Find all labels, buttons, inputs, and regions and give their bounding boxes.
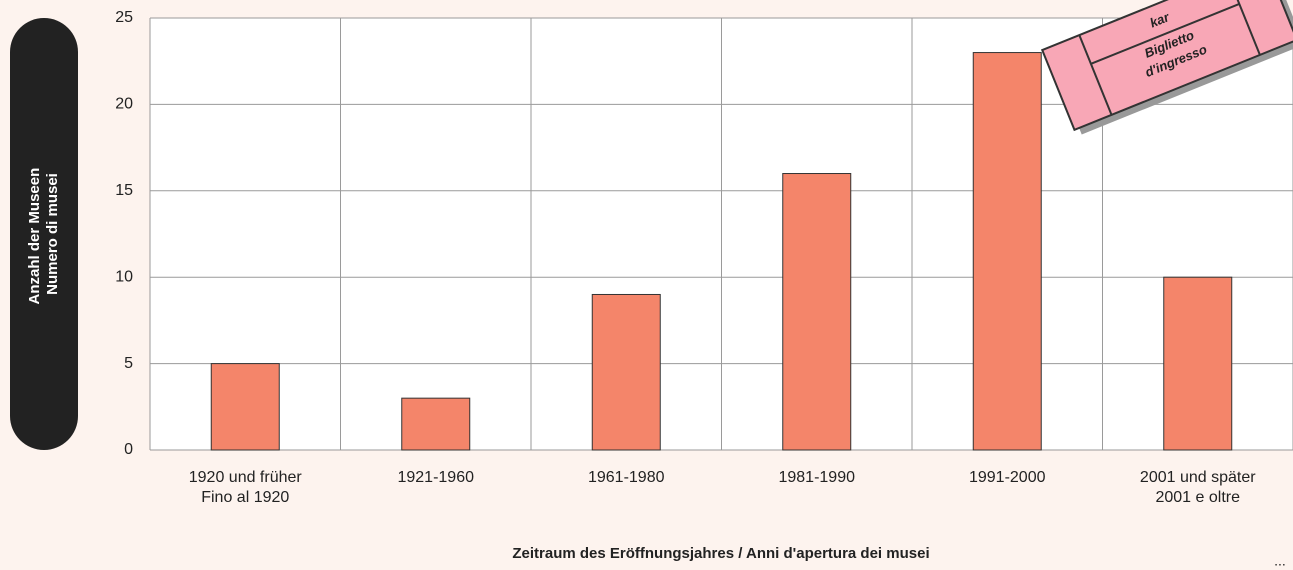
x-tick-label: 2001 e oltre bbox=[1155, 489, 1240, 506]
x-tick-label: 1981-1990 bbox=[778, 469, 855, 486]
x-tick-label: 1961-1980 bbox=[588, 469, 665, 486]
y-tick-label: 0 bbox=[124, 441, 133, 458]
chart: Anzahl der Museen Numero di musei Zeitra… bbox=[0, 0, 1293, 570]
bar bbox=[973, 53, 1041, 450]
bar bbox=[1164, 277, 1232, 450]
bar bbox=[592, 294, 660, 450]
bar bbox=[783, 174, 851, 450]
y-tick-label: 25 bbox=[115, 9, 133, 26]
bar bbox=[211, 364, 279, 450]
x-tick-label: 2001 und später bbox=[1140, 469, 1256, 486]
y-axis-label-line: Anzahl der Museen bbox=[26, 168, 43, 305]
x-tick-label: Fino al 1920 bbox=[201, 489, 289, 506]
y-axis-label: Anzahl der Museen Numero di musei bbox=[26, 164, 61, 305]
x-tick-label: 1920 und früher bbox=[189, 469, 303, 486]
y-tick-label: 10 bbox=[115, 268, 133, 285]
y-tick-label: 5 bbox=[124, 355, 133, 372]
y-tick-label: 15 bbox=[115, 182, 133, 199]
y-tick-label: 20 bbox=[115, 96, 133, 113]
x-tick-label: 1991-2000 bbox=[969, 469, 1046, 486]
bar bbox=[402, 398, 470, 450]
y-axis-label-line: Numero di musei bbox=[44, 173, 61, 295]
x-tick-label: 1921-1960 bbox=[397, 469, 474, 486]
more-indicator: ... bbox=[1274, 553, 1286, 569]
x-axis-label: Zeitraum des Eröffnungsjahres / Anni d'a… bbox=[512, 545, 929, 562]
